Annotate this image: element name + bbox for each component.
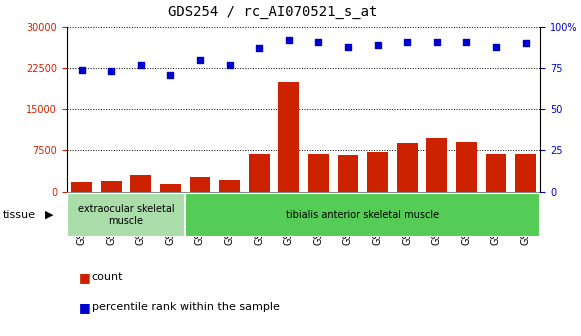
Bar [397,143,418,192]
Text: ■: ■ [78,271,90,284]
Bar [189,177,210,192]
Text: ■: ■ [78,301,90,314]
Bar [426,138,447,192]
Bar [367,152,388,192]
Point [195,57,205,62]
Point [314,39,323,44]
Bar [219,180,240,192]
Bar [71,182,92,192]
Point [225,62,234,68]
Bar [185,193,540,237]
Text: GDS254 / rc_AI070521_s_at: GDS254 / rc_AI070521_s_at [168,5,378,19]
Text: ▶: ▶ [45,210,53,220]
Point [136,62,145,68]
Point [432,39,442,44]
Point [462,39,471,44]
Bar [160,184,181,192]
Point [373,42,382,48]
Bar [456,142,476,192]
Point [521,41,530,46]
Point [254,46,264,51]
Point [166,72,175,77]
Bar [278,82,299,192]
Bar [101,181,121,192]
Text: tibialis anterior skeletal muscle: tibialis anterior skeletal muscle [286,210,439,220]
Point [492,44,501,49]
Point [284,37,293,43]
Text: tissue: tissue [3,210,36,220]
Bar [308,154,329,192]
Text: percentile rank within the sample: percentile rank within the sample [92,302,279,312]
Point [106,69,116,74]
Bar [338,155,358,192]
Bar [515,154,536,192]
Point [343,44,353,49]
Text: extraocular skeletal
muscle: extraocular skeletal muscle [78,204,174,226]
Bar [486,154,506,192]
Text: count: count [92,272,123,282]
Point [77,67,86,72]
Bar [249,154,270,192]
Bar [131,175,151,192]
Bar [67,193,185,237]
Point [403,39,412,44]
